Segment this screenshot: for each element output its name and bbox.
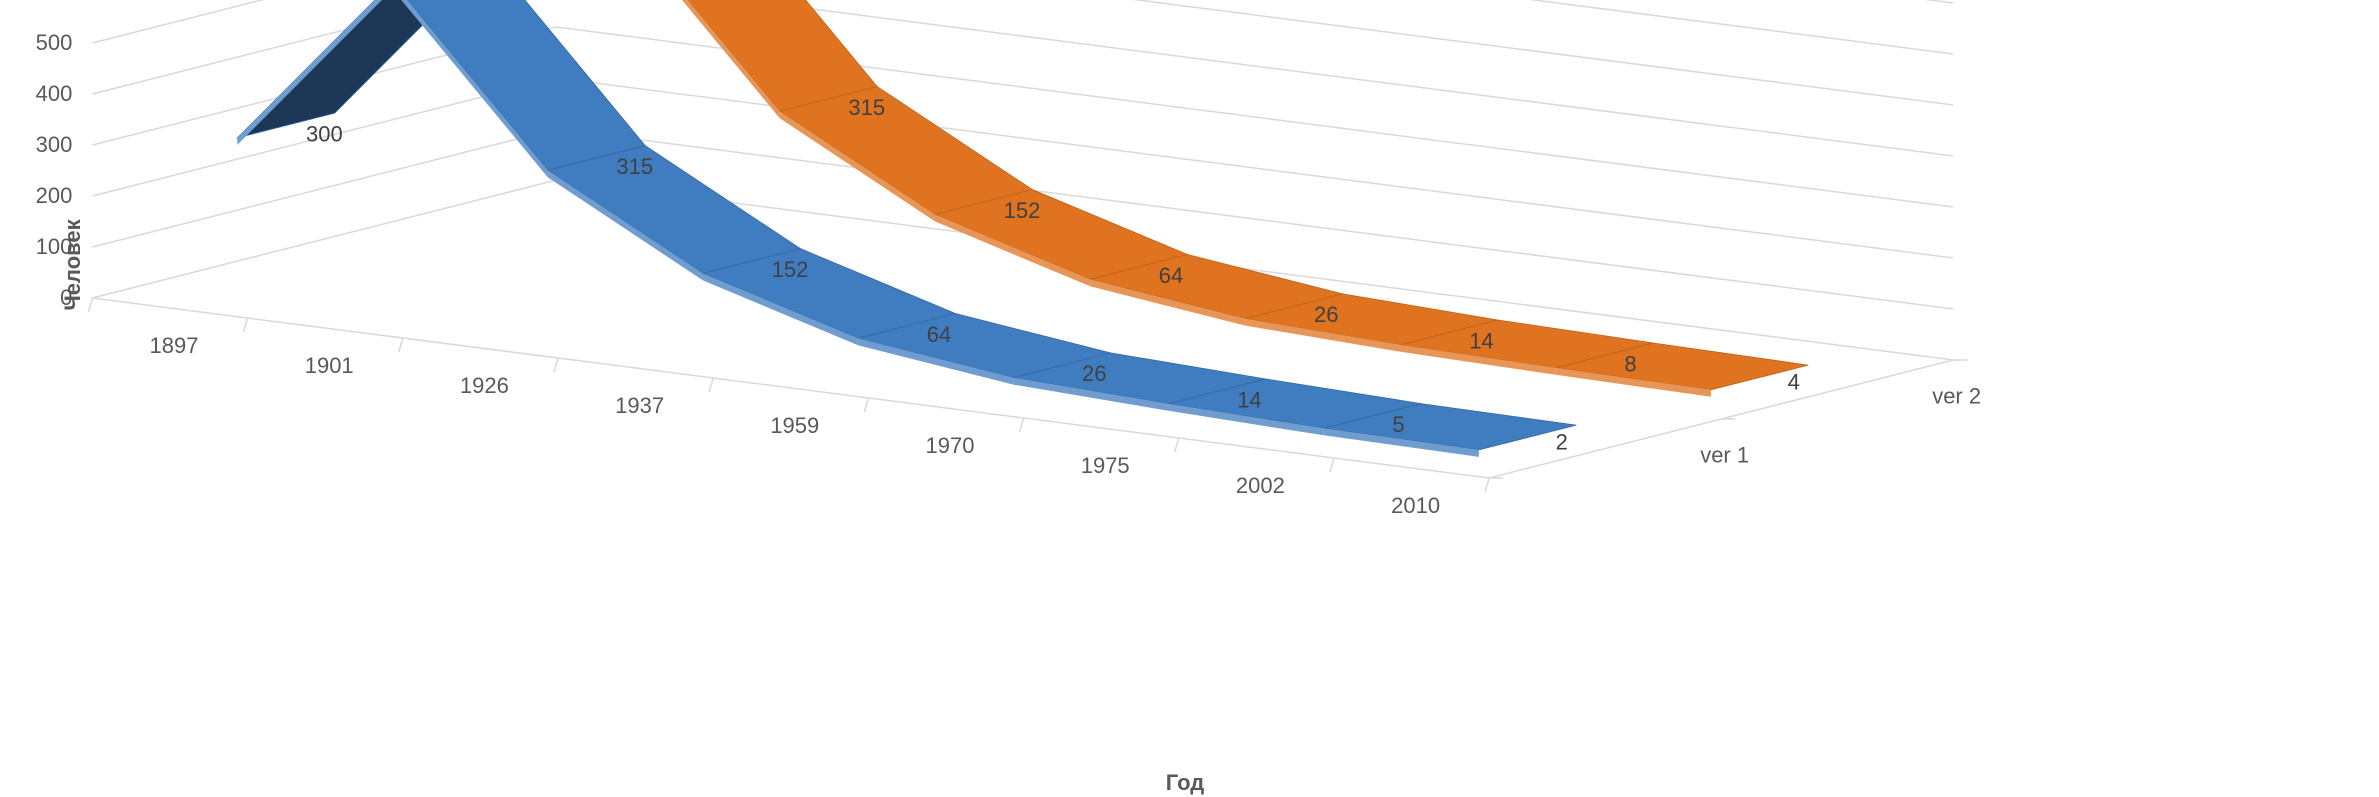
ribbon-edge xyxy=(1555,367,1711,397)
ribbon-edge xyxy=(858,338,1014,385)
x-tick-label: 1897 xyxy=(150,333,199,358)
data-label: 315 xyxy=(616,154,653,179)
x-axis-title: Год xyxy=(1166,770,1205,795)
ribbon-segment xyxy=(235,0,449,139)
x-tick-label: 1926 xyxy=(460,373,509,398)
data-label: 64 xyxy=(1159,263,1183,288)
x-tick-mark xyxy=(1018,417,1025,433)
gridline xyxy=(1924,0,1954,4)
gridline xyxy=(92,0,1954,106)
ribbon-segment xyxy=(687,0,878,112)
x-tick-mark xyxy=(708,377,714,393)
x-tick-mark xyxy=(87,297,94,313)
data-label: 26 xyxy=(1314,302,1338,327)
ribbon-edge xyxy=(1400,344,1556,375)
y-tick-label: 100 xyxy=(36,234,73,259)
ribbon-edge xyxy=(934,214,1091,287)
x-tick-label: 2002 xyxy=(1236,473,1285,498)
x-tick-label: 1937 xyxy=(615,393,664,418)
depth-axis-label: ver 1 xyxy=(1700,443,1749,468)
y-tick-label: 200 xyxy=(36,183,73,208)
data-label: 152 xyxy=(772,257,809,282)
gridline xyxy=(92,26,1954,208)
y-axis-title: Человек xyxy=(60,218,85,310)
x-tick-label: 2010 xyxy=(1391,493,1440,518)
y-tick-label: 500 xyxy=(36,30,73,55)
ribbon-edge xyxy=(682,0,780,119)
data-label: 300 xyxy=(306,122,343,147)
data-labels: 3006443151526426145260064431515264261484 xyxy=(306,95,1800,455)
x-tick-mark xyxy=(1329,457,1335,473)
ribbon-edge xyxy=(1168,403,1324,436)
floor xyxy=(87,297,1968,493)
x-tick-mark xyxy=(1174,437,1180,453)
y-tick-label: 600 xyxy=(36,0,73,4)
ribbon-edge xyxy=(1245,318,1401,352)
ribbon-edge xyxy=(237,0,382,145)
x-tick-label: 1901 xyxy=(305,353,354,378)
depth-axis-label: ver 2 xyxy=(1932,384,1981,409)
x-tick-mark xyxy=(863,397,870,413)
gridline xyxy=(92,0,1954,157)
ribbon-edge xyxy=(401,0,548,178)
data-label: 14 xyxy=(1469,328,1493,353)
x-tick-mark xyxy=(1484,477,1490,493)
data-label: 2 xyxy=(1556,430,1568,455)
ribbon-segment xyxy=(1323,403,1577,451)
y-tick-label: 400 xyxy=(36,81,73,106)
ribbon-edge xyxy=(547,170,703,281)
axes: 0100200300400500600700189719011926193719… xyxy=(36,0,1981,518)
data-label: 4 xyxy=(1788,370,1800,395)
ribbon-edge xyxy=(779,111,935,222)
data-label: 5 xyxy=(1392,412,1404,437)
x-tick-mark xyxy=(398,337,404,353)
ribbon-edge xyxy=(1090,279,1246,326)
y-tick-label: 300 xyxy=(36,132,73,157)
ribbon-edge xyxy=(1013,377,1169,411)
x-tick-label: 1970 xyxy=(926,433,975,458)
ribbons xyxy=(235,0,1809,457)
ribbon-edge xyxy=(702,273,859,346)
x-tick-mark xyxy=(553,357,559,373)
data-label: 315 xyxy=(848,95,885,120)
ribbon-edge xyxy=(1323,428,1479,457)
x-tick-mark xyxy=(242,317,249,333)
x-tick-label: 1975 xyxy=(1081,453,1130,478)
x-tick-label: 1959 xyxy=(770,413,819,438)
data-label: 14 xyxy=(1237,387,1261,412)
data-label: 64 xyxy=(927,322,951,347)
data-label: 8 xyxy=(1624,351,1636,376)
y-tick-label: 0 xyxy=(60,285,72,310)
ribbon-segment xyxy=(1555,342,1809,391)
data-label: 26 xyxy=(1082,361,1106,386)
data-label: 152 xyxy=(1004,198,1041,223)
